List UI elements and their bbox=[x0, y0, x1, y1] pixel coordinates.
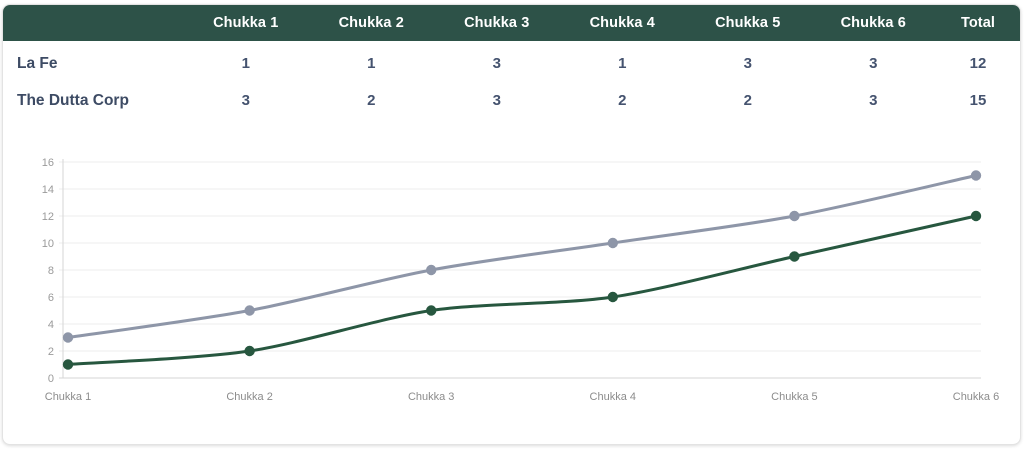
y-axis-tick-label: 10 bbox=[42, 238, 54, 250]
score-line-chart: 0 2 4 6 8 10 12 14 16 Chukka 1 Chukka 2 Chukka 3 Chu… bbox=[42, 157, 999, 403]
table-header-row: Chukka 1 Chukka 2 Chukka 3 Chukka 4 Chukka 5… bbox=[3, 5, 1020, 41]
score-cell: 3 bbox=[743, 55, 752, 72]
chart-line-the-dutta-corp bbox=[66, 174, 978, 339]
table-body: La Fe 1 1 3 1 3 3 12 The Dutta Corp 3 2 3 2 2 3 15 bbox=[3, 41, 1020, 119]
score-cell: 3 bbox=[492, 55, 501, 72]
chart-point-the-dutta-corp bbox=[244, 305, 255, 316]
score-cell: 2 bbox=[367, 92, 376, 109]
y-axis-tick-label: 0 bbox=[48, 373, 54, 385]
chukka-column-header: Chukka 2 bbox=[338, 15, 404, 31]
x-axis-tick-label: Chukka 1 bbox=[45, 391, 91, 403]
chart-point-the-dutta-corp bbox=[607, 237, 618, 249]
team-row: The Dutta Corp 3 2 3 2 2 3 15 bbox=[3, 82, 1020, 119]
y-axis-tick-label: 8 bbox=[48, 265, 54, 277]
y-axis-tick-label: 4 bbox=[48, 319, 54, 331]
chart-point-the-dutta-corp bbox=[970, 170, 982, 181]
chart-point-the-dutta-corp bbox=[426, 264, 437, 276]
chukka-column-header: Chukka 4 bbox=[589, 15, 655, 31]
score-cell: 2 bbox=[743, 92, 752, 109]
y-axis-tick-label: 12 bbox=[42, 211, 54, 223]
score-cell: 3 bbox=[869, 92, 878, 109]
chart-point-la-fe bbox=[607, 291, 618, 303]
chart-point-la-fe bbox=[970, 210, 982, 222]
chukka-column-header: Chukka 5 bbox=[715, 15, 781, 31]
x-axis-tick-label: Chukka 2 bbox=[226, 391, 272, 403]
score-chart-area: 0 2 4 6 8 10 12 14 16 Chukka 1 Chukka 2 Chukka 3 Chu… bbox=[11, 139, 1015, 439]
total-cell: 12 bbox=[969, 55, 987, 72]
total-cell: 15 bbox=[969, 92, 987, 109]
y-axis-tick-label: 16 bbox=[42, 157, 54, 169]
total-column-header: Total bbox=[960, 15, 996, 31]
chart-point-la-fe bbox=[426, 305, 437, 316]
score-cell: 2 bbox=[618, 92, 627, 109]
chukka-column-header: Chukka 3 bbox=[464, 15, 530, 31]
chart-line-la-fe bbox=[66, 214, 978, 366]
x-axis-tick-label: Chukka 6 bbox=[953, 391, 999, 403]
chart-point-the-dutta-corp bbox=[789, 210, 800, 222]
team-name: The Dutta Corp bbox=[17, 91, 129, 109]
score-cell: 3 bbox=[869, 55, 878, 72]
chukka-column-header: Chukka 6 bbox=[840, 15, 906, 31]
chukka-column-header: Chukka 1 bbox=[213, 15, 279, 31]
score-cell: 3 bbox=[492, 92, 501, 109]
chart-point-la-fe bbox=[789, 251, 800, 262]
score-card: Chukka 1 Chukka 2 Chukka 3 Chukka 4 Chukka 5… bbox=[2, 4, 1021, 445]
x-axis-tick-label: Chukka 3 bbox=[408, 391, 454, 403]
score-cell: 3 bbox=[241, 92, 250, 109]
x-axis-tick-label: Chukka 5 bbox=[771, 391, 817, 403]
chart-point-la-fe bbox=[244, 345, 255, 357]
y-axis-tick-label: 6 bbox=[48, 292, 54, 304]
y-axis-tick-label: 14 bbox=[42, 184, 54, 196]
chart-point-the-dutta-corp bbox=[62, 332, 74, 343]
x-axis-tick-label: Chukka 4 bbox=[590, 391, 636, 403]
score-cell: 1 bbox=[367, 55, 376, 72]
score-cell: 1 bbox=[241, 55, 250, 72]
team-row: La Fe 1 1 3 1 3 3 12 bbox=[3, 45, 1020, 82]
score-cell: 1 bbox=[618, 55, 627, 72]
y-axis-tick-label: 2 bbox=[48, 346, 54, 358]
team-name: La Fe bbox=[17, 54, 58, 72]
chart-point-la-fe bbox=[62, 359, 74, 370]
